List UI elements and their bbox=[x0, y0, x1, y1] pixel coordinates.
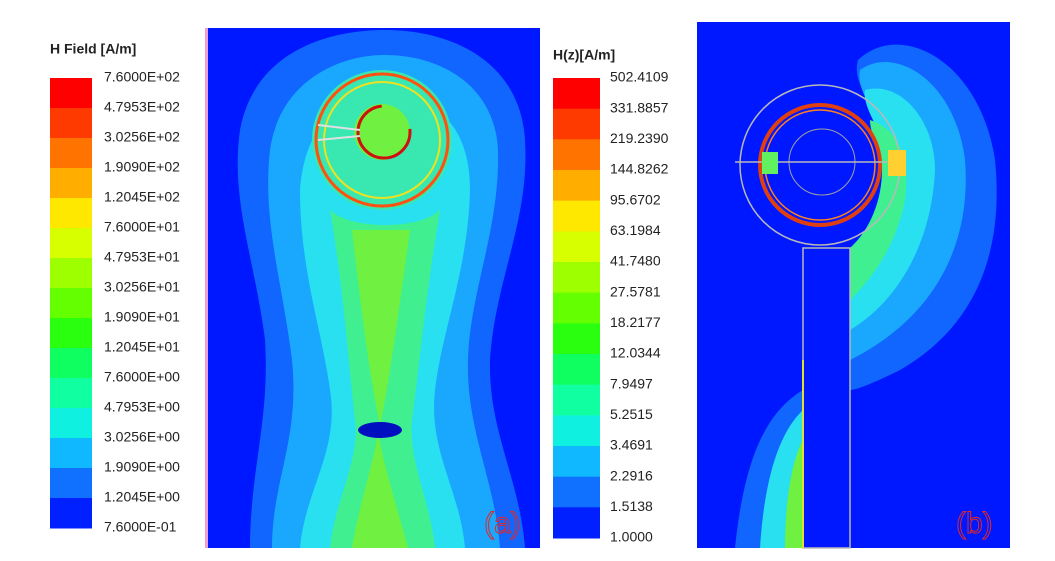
legend-label: 1.9090E+00 bbox=[104, 459, 180, 475]
colorbar-band bbox=[553, 200, 600, 232]
legend-label: 219.2390 bbox=[610, 130, 669, 146]
colorbar-band bbox=[50, 258, 92, 289]
legend-label: 3.0256E+00 bbox=[104, 429, 180, 445]
colorbar-band bbox=[50, 438, 92, 469]
colorbar-band bbox=[553, 78, 600, 110]
legend-label: 7.6000E+02 bbox=[104, 69, 180, 85]
legend-label: 27.5781 bbox=[610, 283, 661, 299]
legend-title: H(z)[A/m] bbox=[553, 47, 615, 63]
legend-label: 7.6000E+01 bbox=[104, 219, 180, 235]
legend-label: 5.2515 bbox=[610, 406, 653, 422]
colorbar-band bbox=[553, 170, 600, 202]
colorbar-band bbox=[553, 323, 600, 355]
legend-label: 502.4109 bbox=[610, 69, 669, 85]
colorbar-band bbox=[553, 476, 600, 508]
colorbar-band bbox=[50, 378, 92, 409]
legend-label: 2.2916 bbox=[610, 467, 653, 483]
legend-label: 331.8857 bbox=[610, 99, 669, 115]
colorbar-band bbox=[553, 292, 600, 324]
legend-label: 1.2045E+02 bbox=[104, 189, 180, 205]
legend-label: 4.7953E+02 bbox=[104, 99, 180, 115]
colorbar-band bbox=[50, 228, 92, 259]
legend-label: 3.4691 bbox=[610, 437, 653, 453]
colorbar-band bbox=[50, 108, 92, 139]
legend-label: 4.7953E+01 bbox=[104, 249, 180, 265]
legend-label: 1.9090E+02 bbox=[104, 159, 180, 175]
legend-label: 1.0000 bbox=[610, 529, 653, 545]
legend-label: 7.9497 bbox=[610, 375, 653, 391]
colorbar-band bbox=[50, 288, 92, 319]
colorbar-band bbox=[553, 507, 600, 539]
panel-label: (b) bbox=[956, 507, 993, 540]
colorbar-band bbox=[50, 138, 92, 169]
colorbar-band bbox=[50, 318, 92, 349]
colorbar-band bbox=[50, 468, 92, 499]
colorbar-band bbox=[553, 108, 600, 140]
colorbar-band bbox=[553, 384, 600, 416]
field-plot-b bbox=[697, 22, 1010, 549]
legend-label: 3.0256E+02 bbox=[104, 129, 180, 145]
legend-label: 18.2177 bbox=[610, 314, 661, 330]
legend-label: 7.6000E-01 bbox=[104, 519, 177, 535]
colorbar-band bbox=[50, 498, 92, 529]
legend-label: 41.7480 bbox=[610, 253, 661, 269]
colorbar-band bbox=[553, 446, 600, 478]
panel-label: (a) bbox=[484, 507, 521, 540]
colorbar-band bbox=[50, 168, 92, 199]
legend-label: 7.6000E+00 bbox=[104, 369, 180, 385]
legend-label: 1.5138 bbox=[610, 498, 653, 514]
colorbar-band bbox=[553, 354, 600, 386]
colorbar-band bbox=[50, 198, 92, 229]
legend-title: H Field [A/m] bbox=[50, 41, 136, 57]
legend-label: 3.0256E+01 bbox=[104, 279, 180, 295]
legend-label: 1.2045E+01 bbox=[104, 339, 180, 355]
colorbar-band bbox=[50, 348, 92, 379]
legend-label: 95.6702 bbox=[610, 191, 661, 207]
colorbar-band bbox=[50, 408, 92, 439]
colorbar-band bbox=[553, 262, 600, 294]
legend-label: 1.2045E+00 bbox=[104, 489, 180, 505]
colorbar-band bbox=[553, 231, 600, 263]
colorbar-band bbox=[50, 78, 92, 109]
legend-label: 1.9090E+01 bbox=[104, 309, 180, 325]
colorbar-band bbox=[553, 139, 600, 171]
colorbar-band bbox=[553, 415, 600, 447]
legend-label: 4.7953E+00 bbox=[104, 399, 180, 415]
legend-label: 12.0344 bbox=[610, 345, 661, 361]
legend-label: 63.1984 bbox=[610, 222, 661, 238]
legend-label: 144.8262 bbox=[610, 161, 669, 177]
field-plot-a bbox=[205, 28, 540, 548]
